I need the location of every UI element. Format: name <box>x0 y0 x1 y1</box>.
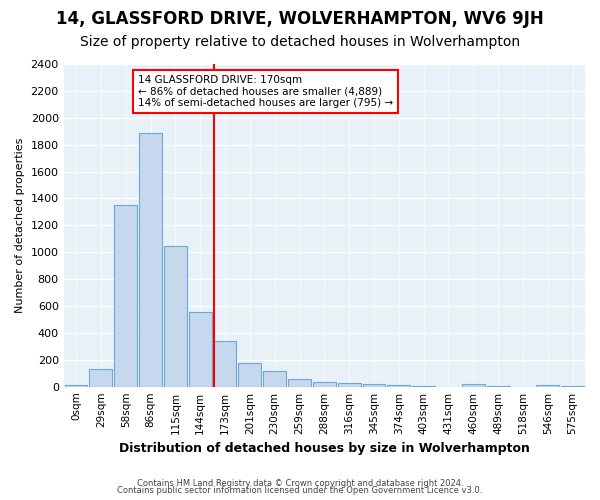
Bar <box>338 382 361 386</box>
Text: 14 GLASSFORD DRIVE: 170sqm
← 86% of detached houses are smaller (4,889)
14% of s: 14 GLASSFORD DRIVE: 170sqm ← 86% of deta… <box>138 75 393 108</box>
Bar <box>462 384 485 386</box>
Bar <box>139 132 162 386</box>
Bar <box>189 312 212 386</box>
Bar <box>89 368 112 386</box>
Text: 14, GLASSFORD DRIVE, WOLVERHAMPTON, WV6 9JH: 14, GLASSFORD DRIVE, WOLVERHAMPTON, WV6 … <box>56 10 544 28</box>
Bar <box>263 371 286 386</box>
Text: Contains HM Land Registry data © Crown copyright and database right 2024.: Contains HM Land Registry data © Crown c… <box>137 478 463 488</box>
Bar <box>238 363 261 386</box>
Bar <box>313 382 336 386</box>
Bar <box>362 384 385 386</box>
Bar <box>214 341 236 386</box>
X-axis label: Distribution of detached houses by size in Wolverhampton: Distribution of detached houses by size … <box>119 442 530 455</box>
Text: Contains public sector information licensed under the Open Government Licence v3: Contains public sector information licen… <box>118 486 482 495</box>
Bar <box>164 246 187 386</box>
Bar <box>536 384 559 386</box>
Text: Size of property relative to detached houses in Wolverhampton: Size of property relative to detached ho… <box>80 35 520 49</box>
Bar <box>288 378 311 386</box>
Y-axis label: Number of detached properties: Number of detached properties <box>15 138 25 313</box>
Bar <box>65 384 88 386</box>
Bar <box>115 205 137 386</box>
